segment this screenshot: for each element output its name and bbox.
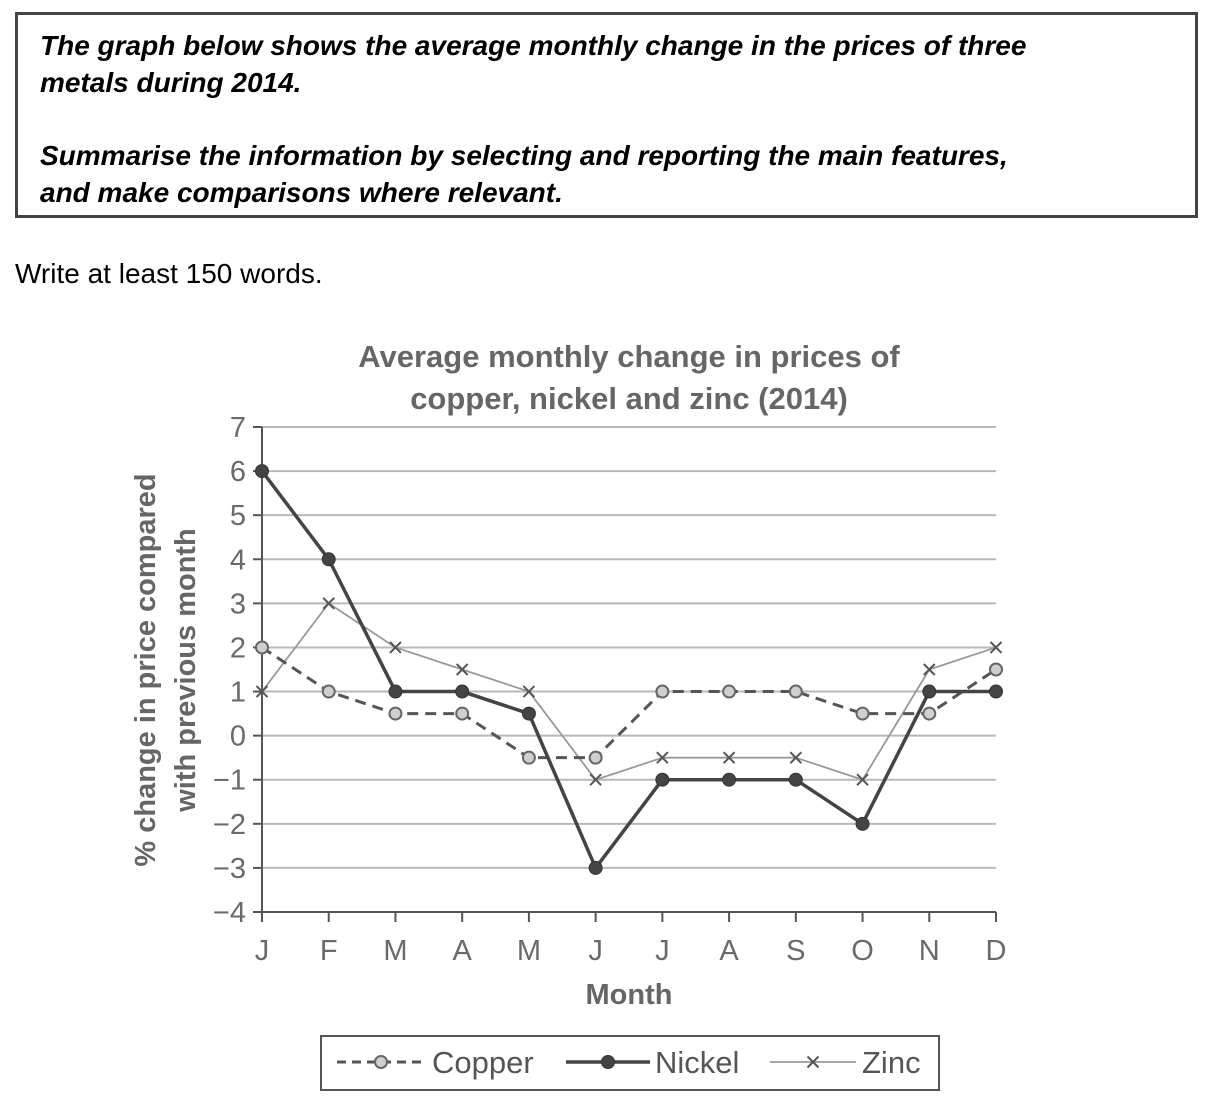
zinc-point xyxy=(589,773,602,786)
x-tick-label: J xyxy=(588,935,603,967)
word-count-instruction: Write at least 150 words. xyxy=(15,258,323,289)
zinc-point xyxy=(389,641,402,654)
prompt-line-3: Summarise the information by selecting a… xyxy=(40,140,1008,171)
copper-point xyxy=(255,640,269,655)
nickel-point xyxy=(388,684,403,699)
nickel-point xyxy=(321,552,336,567)
legend: Copper Nickel Zinc xyxy=(320,1035,940,1091)
zinc-point xyxy=(455,663,469,676)
nickel-point xyxy=(521,706,536,721)
chart-title: Average monthly change in prices of xyxy=(358,339,900,374)
x-tick-label: M xyxy=(383,935,407,967)
zinc-line xyxy=(261,602,997,781)
x-tick-label: A xyxy=(453,935,473,967)
copper-point xyxy=(388,706,403,721)
y-tick-label: −1 xyxy=(213,765,246,797)
x-tick-label: S xyxy=(786,935,805,967)
zinc-point xyxy=(806,1055,820,1069)
x-tick-label: J xyxy=(255,935,270,967)
x-tick-label: M xyxy=(517,935,541,967)
nickel-point xyxy=(788,772,803,787)
zinc-point xyxy=(989,641,1003,654)
copper-point xyxy=(521,750,536,765)
chart-labels: −4 −3 −2 −1 0 1 2 3 4 5 6 7 J F M A M J J A S O N D Average mont… xyxy=(130,339,1006,1011)
prompt-line-2: metals during 2014. xyxy=(40,67,302,98)
axes xyxy=(253,426,997,922)
nickel-point xyxy=(588,860,603,875)
nickel-legend-label: Nickel xyxy=(655,1045,739,1080)
zinc-point xyxy=(255,685,269,698)
series-lines xyxy=(255,464,1003,875)
y-axis-label: % change in price compared xyxy=(130,473,162,866)
prompt-line-4: and make comparisons where relevant. xyxy=(40,177,563,208)
chart-title: copper, nickel and zinc (2014) xyxy=(410,381,848,416)
copper-point xyxy=(321,684,336,699)
y-axis-label: with previous month xyxy=(170,528,202,813)
y-tick-label: 2 xyxy=(230,632,246,664)
nickel-point xyxy=(255,464,269,479)
zinc-point xyxy=(856,773,869,786)
y-tick-label: 5 xyxy=(230,500,246,532)
y-tick-label: 4 xyxy=(230,544,246,576)
x-tick-label: J xyxy=(655,935,670,967)
zinc-point xyxy=(522,685,536,698)
x-tick-label: D xyxy=(986,935,1007,967)
y-tick-label: 0 xyxy=(230,721,246,753)
x-tick-label: A xyxy=(719,935,739,967)
nickel-point xyxy=(455,684,470,699)
task-prompt-box: The graph below shows the average monthl… xyxy=(15,12,1198,218)
copper-point xyxy=(788,684,803,699)
y-tick-label: 6 xyxy=(230,456,246,488)
x-axis-label: Month xyxy=(586,979,673,1011)
zinc-point xyxy=(322,597,335,610)
copper-line xyxy=(261,646,997,760)
copper-point xyxy=(455,706,470,721)
nickel-point xyxy=(922,684,937,699)
nickel-point xyxy=(989,684,1003,699)
y-tick-label: −2 xyxy=(213,809,246,841)
nickel-point xyxy=(722,772,737,787)
zinc-legend-label: Zinc xyxy=(862,1045,921,1080)
copper-point xyxy=(655,684,670,699)
prompt-line-1: The graph below shows the average monthl… xyxy=(40,30,1027,61)
x-tick-label: F xyxy=(320,935,338,967)
copper-point xyxy=(989,662,1003,677)
x-tick-label: N xyxy=(919,935,940,967)
nickel-point xyxy=(855,816,870,831)
copper-point xyxy=(588,750,603,765)
nickel-line xyxy=(260,470,996,870)
copper-point xyxy=(722,684,737,699)
zinc-point xyxy=(656,751,669,764)
copper-point xyxy=(855,706,870,721)
y-tick-label: −3 xyxy=(213,853,246,885)
copper-legend-label: Copper xyxy=(432,1045,534,1080)
zinc-point xyxy=(722,751,736,764)
copper-point xyxy=(374,1055,388,1069)
grid-lines xyxy=(262,426,996,869)
zinc-point xyxy=(923,663,936,676)
y-tick-label: 7 xyxy=(230,412,246,444)
zinc-point xyxy=(789,751,803,764)
y-tick-label: −4 xyxy=(213,897,246,929)
nickel-point xyxy=(601,1055,615,1069)
y-tick-label: 3 xyxy=(230,588,246,620)
nickel-point xyxy=(655,772,670,787)
x-tick-label: O xyxy=(851,935,874,967)
copper-point xyxy=(922,706,937,721)
y-tick-label: 1 xyxy=(230,677,246,709)
